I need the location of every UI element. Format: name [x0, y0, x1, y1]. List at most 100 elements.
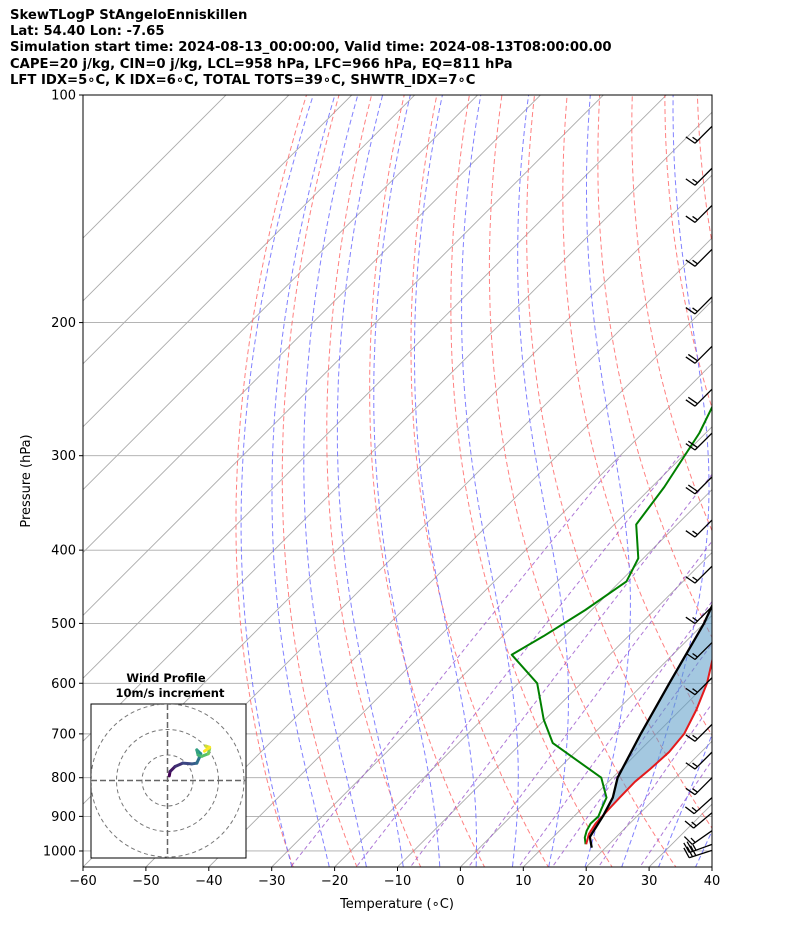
wind-barb [685, 432, 713, 451]
cape-line: CAPE=20 j/kg, CIN=0 j/kg, LCL=958 hPa, L… [10, 56, 513, 72]
y-tick-label: 500 [51, 617, 76, 632]
mixing-ratio-line [597, 702, 712, 867]
wind-barb [685, 606, 713, 625]
wind-barb [685, 519, 713, 538]
y-tick-label: 800 [51, 771, 76, 786]
dry-adiabat [760, 60, 794, 882]
x-tick-label: 30 [641, 874, 658, 889]
mixing-ratio-line [639, 759, 712, 867]
isotherm-line [271, 426, 712, 867]
wind-barb [683, 830, 713, 845]
wind-barb [685, 388, 713, 407]
y-tick-label: 900 [51, 810, 76, 825]
x-tick-label: −40 [195, 874, 222, 889]
hodograph-title: Wind Profile [126, 671, 206, 685]
wind-barb [685, 167, 713, 186]
dry-adiabat [235, 95, 308, 867]
x-tick-label: 10 [515, 874, 532, 889]
x-tick-label: 20 [578, 874, 595, 889]
isotherm-line [760, 60, 794, 882]
moist-adiabat [725, 95, 794, 882]
y-tick-label: 200 [51, 316, 76, 331]
moist-adiabat [517, 95, 570, 867]
isotherm-line [208, 363, 712, 867]
y-tick-label: 700 [51, 727, 76, 742]
wind-barb [685, 125, 713, 144]
isotherm-line [83, 95, 353, 365]
wind-barb [685, 751, 713, 770]
wind-barb [685, 642, 713, 661]
wind-barb [685, 677, 713, 696]
dry-adiabat [562, 95, 712, 737]
wind-barb [685, 296, 713, 315]
isotherm-line [83, 111, 712, 742]
x-tick-label: 40 [704, 874, 721, 889]
wind-barb [683, 845, 713, 859]
y-tick-label: 300 [51, 449, 76, 464]
wind-barb [685, 248, 713, 267]
dry-adiabat [631, 95, 712, 532]
location-line: Lat: 54.40 Lon: -7.65 [10, 24, 165, 40]
wind-barb [685, 345, 713, 364]
moist-adiabat [303, 95, 368, 867]
parcel-path-line [588, 603, 712, 848]
dry-adiabat [696, 95, 712, 246]
dry-adiabat [369, 95, 486, 867]
dewpoint-line [510, 405, 712, 845]
wind-barb [685, 723, 713, 742]
x-tick-label: −20 [321, 874, 348, 889]
moist-adiabat [657, 733, 712, 867]
dry-adiabat [664, 95, 712, 410]
isotherm-line [83, 95, 290, 302]
x-tick-label: −50 [132, 874, 159, 889]
x-tick-label: −60 [69, 874, 96, 889]
moist-adiabat [414, 95, 477, 867]
moist-adiabat [461, 95, 519, 867]
wind-barb [684, 812, 713, 829]
dry-adiabat [450, 95, 613, 867]
moist-adiabat [584, 95, 631, 867]
isotherm-line [711, 866, 712, 867]
isotherm-line [83, 95, 667, 679]
chart-title: SkewTLogP StAngeloEnniskillen [10, 8, 248, 23]
y-tick-label: 1000 [43, 844, 76, 859]
dry-adiabat [488, 95, 677, 867]
mixing-ratio-line [551, 642, 712, 867]
x-tick-label: −30 [258, 874, 285, 889]
dry-adiabat [326, 95, 422, 867]
isotherm-line [83, 95, 605, 617]
temperature-line [585, 657, 712, 845]
dry-adiabat [281, 95, 358, 867]
mixing-ratio-line [467, 540, 712, 867]
chart-header: SkewTLogP StAngeloEnniskillen Lat: 54.40… [10, 8, 612, 89]
moist-adiabat [271, 95, 336, 867]
isotherm-line [83, 95, 227, 239]
x-tick-label: −10 [384, 874, 411, 889]
isotherm-line [396, 551, 712, 867]
y-tick-label: 100 [51, 89, 76, 104]
mixing-ratio-line [289, 455, 622, 867]
isotherm-line [333, 488, 712, 867]
isotherm-line [83, 95, 416, 428]
time-line: Simulation start time: 2024-08-13_00:00:… [10, 40, 612, 56]
moist-adiabat [336, 95, 404, 867]
isotherm-line [459, 614, 712, 867]
x-tick-label: 0 [456, 874, 464, 889]
wind-barb [685, 565, 713, 584]
moist-adiabat [373, 95, 441, 867]
isotherm-line [83, 95, 542, 554]
wind-barb [685, 777, 713, 796]
wind-barb [684, 797, 713, 815]
wind-barb [683, 841, 713, 854]
isotherm-line [83, 95, 479, 491]
hodograph-segment [202, 745, 212, 753]
wind-barb [685, 476, 713, 495]
index-line: LFT IDX=5∘C, K IDX=6∘C, TOTAL TOTS=39∘C,… [10, 72, 476, 88]
isotherm-line [145, 300, 712, 867]
x-axis-label: Temperature (∘C) [339, 897, 454, 912]
mixing-ratio-line [355, 455, 680, 867]
dry-adiabat [410, 95, 549, 867]
y-tick-label: 600 [51, 677, 76, 692]
hodograph-inset: Wind Profile 10m/s increment [90, 671, 247, 859]
